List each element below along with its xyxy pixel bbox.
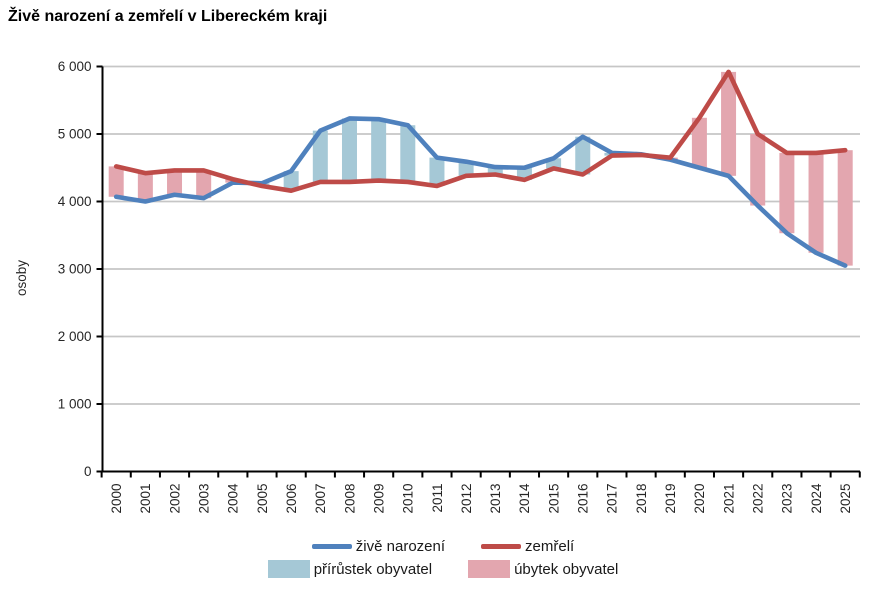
decrease-bar: [837, 150, 853, 266]
increase-bar: [546, 158, 562, 169]
decrease-bar: [196, 170, 212, 199]
x-tick-label: 2012: [459, 484, 474, 514]
decrease-bar: [691, 117, 707, 168]
increase-bar: [487, 167, 503, 175]
x-tick-label: 2006: [284, 484, 299, 514]
births-line: [113, 116, 848, 268]
legend-row-bands: přírůstek obyvatel úbytek obyvatel: [267, 560, 618, 578]
x-tick-label: 2022: [751, 484, 766, 514]
increase-bar: [341, 118, 357, 182]
legend-row-lines: živě narození zemřelí: [311, 538, 574, 555]
x-tick-label: 2014: [517, 483, 532, 514]
x-tick-label: 2018: [634, 484, 649, 514]
x-tick-label: 2023: [780, 484, 795, 514]
decrease-bar: [721, 71, 737, 176]
x-tick-label: 2016: [576, 484, 591, 514]
x-tick-label: 2000: [109, 484, 124, 514]
decrease-bar: [779, 152, 795, 234]
chart-title: Živě narození a zemřelí v Libereckém kra…: [8, 8, 328, 25]
y-tick-label: 2 000: [58, 329, 92, 344]
x-tick-label: 2003: [196, 484, 211, 514]
x-tick-label: 2004: [226, 483, 241, 514]
x-tick-label: 2010: [401, 484, 416, 514]
deaths-line-swatch: [481, 544, 522, 549]
births-legend-label: živě narození: [355, 538, 446, 555]
increase-legend-label: přírůstek obyvatel: [313, 560, 433, 578]
deaths-legend-label: zemřelí: [525, 538, 575, 555]
decrease-band-swatch: [468, 560, 511, 578]
y-axis-title: osoby: [14, 260, 29, 296]
x-tick-label: 2013: [488, 483, 503, 513]
x-tick-label: 2020: [692, 484, 707, 514]
legend-item-decrease: úbytek obyvatel: [468, 560, 618, 578]
increase-bar: [429, 157, 445, 186]
decrease-bar: [108, 166, 124, 197]
y-tick-label: 5 000: [58, 127, 92, 142]
x-tick-label: 2002: [167, 484, 182, 514]
decrease-bar: [750, 134, 766, 206]
x-tick-label: 2021: [721, 484, 736, 514]
x-tick-label: 2015: [546, 484, 561, 514]
increase-bar: [371, 119, 387, 181]
births-line-swatch: [311, 544, 352, 549]
decrease-bar: [167, 170, 183, 195]
x-tick-label: 2009: [371, 484, 386, 514]
x-tick-label: 2019: [663, 484, 678, 514]
increase-bar: [400, 125, 416, 182]
x-tick-label: 2017: [605, 484, 620, 514]
y-tick-label: 4 000: [58, 194, 92, 209]
increase-bar: [575, 136, 591, 175]
increase-band-swatch: [267, 560, 310, 578]
deaths-line: [113, 69, 848, 193]
x-tick-label: 2001: [138, 484, 153, 514]
decrease-legend-label: úbytek obyvatel: [514, 560, 619, 578]
x-tick-label: 2024: [809, 483, 824, 514]
legend-item-births: živě narození: [311, 538, 446, 555]
y-tick-label: 1 000: [58, 397, 92, 412]
increase-bar: [312, 130, 328, 182]
x-tick-label: 2025: [838, 484, 853, 514]
legend: živě narození zemřelí přírůstek obyvatel…: [0, 538, 886, 578]
increase-bar: [458, 161, 474, 176]
y-tick-label: 3 000: [58, 262, 92, 277]
x-tick-label: 2005: [255, 484, 270, 514]
x-tick-label: 2007: [313, 484, 328, 514]
plot-area: 0 1 000 2 000 3 000 4 000 5 000 6 000 2000 2001 2…: [14, 59, 861, 514]
x-tick-label: 2008: [342, 484, 357, 514]
decrease-bar: [808, 152, 824, 253]
y-tick-label: 6 000: [58, 59, 92, 74]
y-tick-label: 0: [84, 464, 92, 479]
increase-bar: [283, 171, 299, 191]
legend-item-increase: přírůstek obyvatel: [267, 560, 433, 578]
x-tick-label: 2011: [430, 484, 445, 513]
decrease-bar: [137, 173, 153, 202]
legend-item-deaths: zemřelí: [481, 538, 574, 555]
